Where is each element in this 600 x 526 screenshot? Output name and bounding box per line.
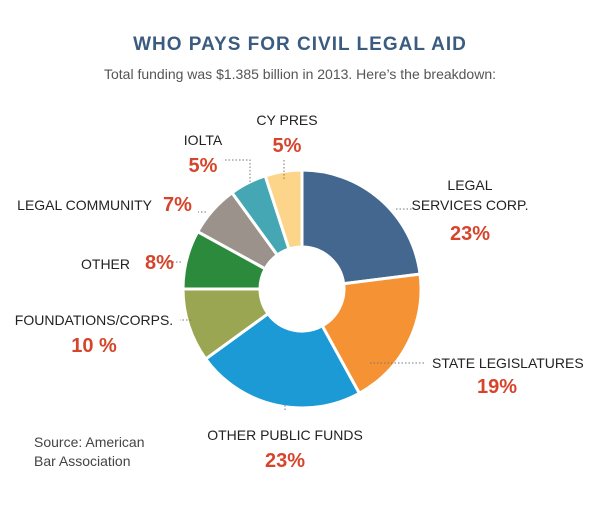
slice-label-4-line-1: FOUNDATIONS/CORPS. <box>15 312 173 328</box>
slice-label-7-line-1: IOLTA <box>184 132 223 148</box>
slice-value-1: 23% <box>450 223 490 245</box>
slice-value-2: 19% <box>477 376 517 398</box>
source-line-1: Source: American <box>34 434 145 450</box>
slice-value-8: 5% <box>273 135 302 157</box>
pie-slice-1 <box>300 168 422 286</box>
slice-label-8-line-1: CY PRES <box>256 112 317 128</box>
slice-label-5-line-1: OTHER <box>81 256 130 272</box>
pie-slice-8 <box>263 168 304 251</box>
source-line-2: Bar Association <box>34 453 131 469</box>
chart-title: WHO PAYS FOR CIVIL LEGAL AID <box>133 34 467 55</box>
slice-label-3-line-1: OTHER PUBLIC FUNDS <box>207 427 363 443</box>
leader-line-7 <box>225 159 251 182</box>
slice-value-4: 10 % <box>71 335 117 357</box>
slice-label-1-line-2: SERVICES CORP. <box>412 197 529 213</box>
slice-value-5: 8% <box>145 252 174 274</box>
chart-subtitle: Total funding was $1.385 billion in 2013… <box>104 66 496 82</box>
slice-value-6: 7% <box>163 194 192 216</box>
slice-value-3: 23% <box>265 450 305 472</box>
pie-slice-2 <box>320 272 423 396</box>
source-note: Source: American Bar Association <box>34 433 145 471</box>
slice-label-2-line-1: STATE LEGISLATURES <box>432 355 584 371</box>
slice-label-1-line-1: LEGAL <box>447 177 492 193</box>
pie-slice-3 <box>203 311 362 410</box>
slice-value-7: 5% <box>189 155 218 177</box>
slice-label-6-line-1: LEGAL COMMUNITY <box>17 197 152 213</box>
